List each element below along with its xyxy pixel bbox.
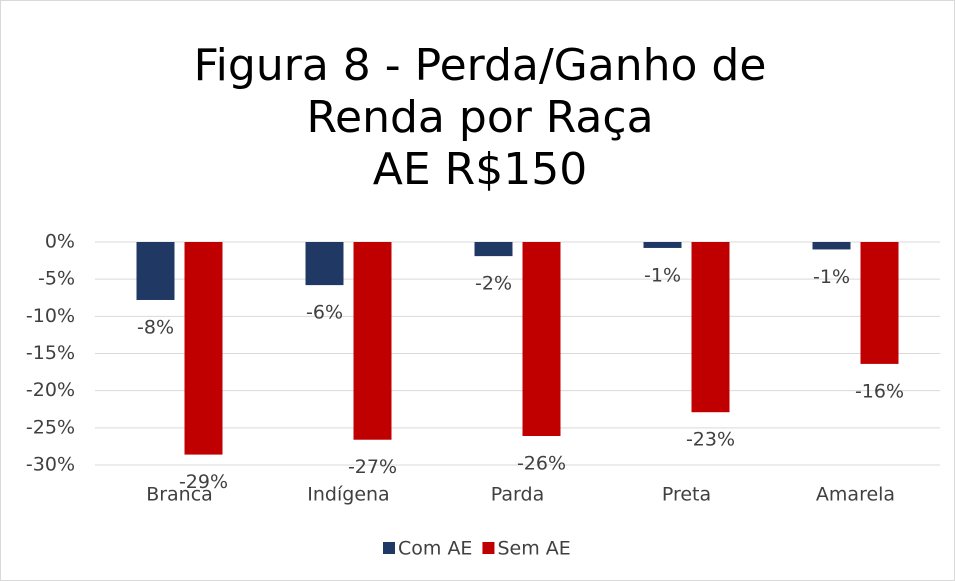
y-tick-label: -15%	[26, 342, 75, 364]
x-tick-label: Amarela	[816, 484, 895, 506]
y-tick-label: -25%	[26, 416, 75, 438]
data-label: -1%	[644, 264, 681, 286]
y-tick-label: -30%	[26, 454, 75, 476]
data-label: -29%	[179, 471, 228, 493]
y-tick-label: -20%	[26, 379, 75, 401]
y-tick-label: -10%	[26, 305, 75, 327]
bar	[522, 242, 561, 437]
bar	[474, 242, 513, 257]
data-label: -16%	[855, 380, 904, 402]
legend-label: Sem AE	[497, 538, 570, 560]
data-label: -27%	[348, 456, 397, 478]
bar	[184, 242, 223, 455]
data-label: -1%	[813, 266, 850, 288]
x-tick-label: Branca	[146, 484, 213, 506]
chart-subtitle: AE R$150	[372, 144, 588, 195]
x-tick-label: Preta	[662, 484, 711, 506]
chart-title: Figura 8 - Perda/Ganho de Renda por Raça	[193, 40, 767, 143]
x-tick-label: Parda	[491, 484, 544, 506]
x-tick-label: Indígena	[307, 484, 389, 506]
data-label: -23%	[686, 429, 735, 451]
data-label: -2%	[475, 273, 512, 295]
legend-label: Com AE	[398, 538, 472, 560]
bar	[136, 242, 175, 300]
chart-title-block: Figura 8 - Perda/Ganho de Renda por Raça…	[130, 40, 830, 196]
bar	[691, 242, 730, 413]
legend-swatch	[383, 542, 395, 554]
bar	[305, 242, 344, 286]
y-tick-label: 0%	[45, 231, 75, 253]
data-label: -6%	[306, 302, 343, 324]
bar	[353, 242, 392, 440]
data-label: -8%	[137, 316, 174, 338]
bar	[643, 242, 682, 248]
bar	[812, 242, 851, 250]
y-tick-label: -5%	[38, 268, 75, 290]
legend-swatch	[482, 542, 495, 554]
bar	[860, 242, 899, 364]
data-label: -26%	[517, 453, 566, 475]
